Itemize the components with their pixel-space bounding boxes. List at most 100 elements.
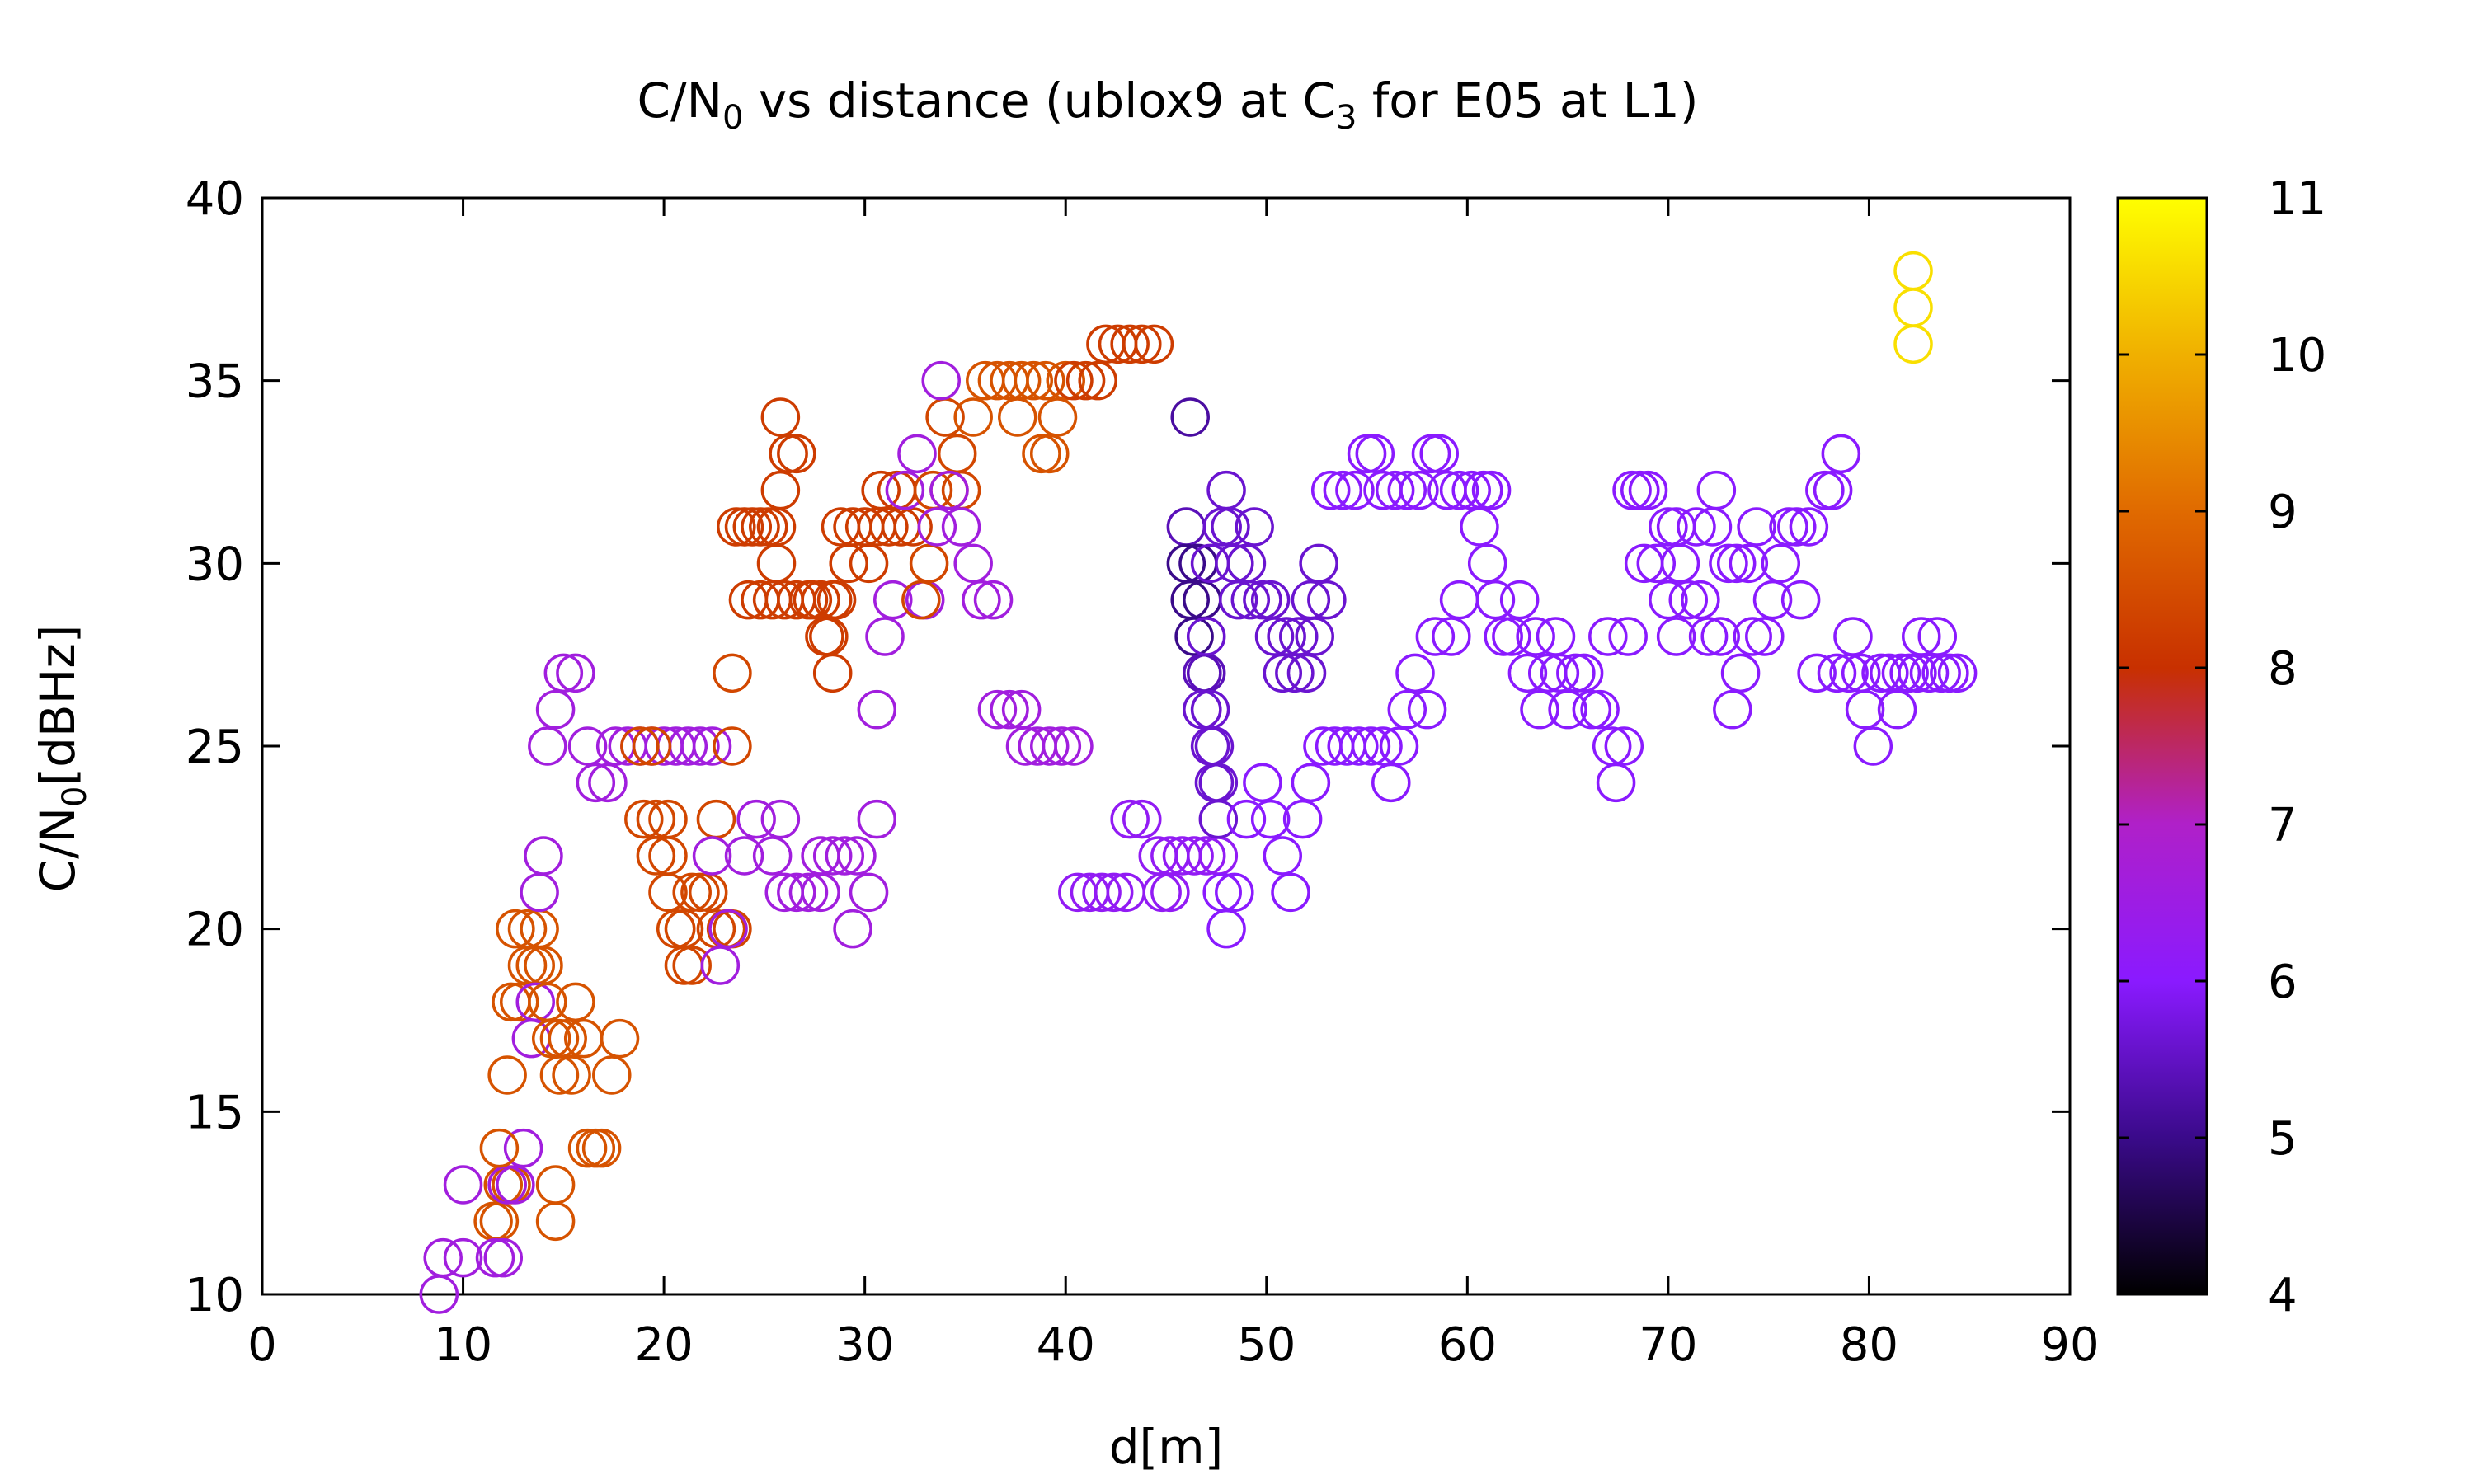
- x-tick-label: 30: [835, 1318, 894, 1372]
- data-point: [648, 872, 688, 913]
- data-point: [1226, 799, 1267, 839]
- data-point: [552, 1055, 591, 1095]
- data-point: [1094, 872, 1134, 913]
- data-point: [1371, 763, 1411, 803]
- data-point: [1335, 470, 1375, 510]
- data-point: [1921, 653, 1961, 693]
- data-point: [500, 982, 539, 1022]
- data-point: [632, 726, 672, 766]
- data-point: [1186, 836, 1226, 876]
- data-point: [1516, 617, 1555, 656]
- data-point: [777, 434, 816, 474]
- data-point: [1026, 360, 1065, 401]
- data-point: [1564, 653, 1604, 693]
- data-point: [769, 434, 808, 474]
- data-point: [1909, 653, 1950, 693]
- data-point: [1780, 580, 1821, 620]
- data-point: [1230, 580, 1271, 620]
- data-point: [1379, 726, 1419, 766]
- data-point: [1893, 288, 1933, 327]
- data-point: [688, 872, 728, 913]
- data-point: [1014, 360, 1054, 401]
- data-point: [1439, 580, 1479, 620]
- data-point: [1110, 799, 1150, 839]
- data-point: [760, 397, 801, 437]
- data-point: [1419, 434, 1459, 474]
- data-point: [777, 872, 816, 913]
- data-point: [717, 507, 756, 547]
- data-point: [1339, 726, 1379, 766]
- data-point: [1540, 653, 1580, 693]
- x-tick-label: 0: [247, 1318, 277, 1372]
- plot-frame: [261, 196, 2072, 1296]
- colorbar-tick-label: 6: [2268, 956, 2298, 1009]
- data-point: [680, 872, 720, 913]
- data-point: [507, 946, 548, 985]
- data-point: [1082, 872, 1122, 913]
- data-point: [1797, 653, 1837, 693]
- data-point: [857, 799, 897, 839]
- data-point: [1813, 470, 1853, 510]
- data-point: [636, 836, 676, 876]
- y-tick-label: 20: [186, 904, 244, 957]
- data-point: [567, 1128, 608, 1168]
- x-tick-label: 20: [634, 1318, 693, 1372]
- colorbar-tick-label: 5: [2268, 1112, 2298, 1166]
- data-point: [869, 507, 909, 547]
- x-axis-label: d[m]: [1109, 1419, 1224, 1475]
- data-point: [692, 726, 732, 766]
- data-point: [1471, 470, 1512, 510]
- data-point: [953, 543, 993, 584]
- data-point: [1777, 507, 1817, 547]
- data-point: [1893, 251, 1933, 291]
- data-point: [893, 507, 933, 547]
- data-point: [664, 946, 704, 985]
- data-point: [1451, 470, 1491, 510]
- data-point: [1254, 617, 1295, 656]
- data-point: [1122, 799, 1162, 839]
- data-point: [713, 653, 752, 693]
- data-point: [1387, 470, 1427, 510]
- y-tick-label: 15: [186, 1086, 244, 1139]
- y-axis-label: C/N0[dBHz]: [30, 625, 94, 893]
- data-point: [443, 1165, 483, 1205]
- data-point: [1769, 507, 1808, 547]
- data-point: [756, 543, 797, 584]
- data-point: [1347, 434, 1387, 474]
- data-point: [812, 836, 853, 876]
- data-point: [1656, 617, 1696, 656]
- data-point: [1054, 360, 1094, 401]
- data-point: [496, 909, 535, 949]
- data-point: [1186, 617, 1226, 656]
- data-point: [977, 689, 1018, 730]
- data-point: [1889, 653, 1929, 693]
- data-point: [816, 580, 857, 620]
- colorbar-tick-label: 11: [2268, 172, 2326, 226]
- data-point: [1355, 434, 1395, 474]
- data-point: [524, 836, 563, 876]
- data-point: [760, 470, 801, 510]
- colorbar-tick-label: 10: [2268, 329, 2326, 383]
- data-point: [1817, 653, 1857, 693]
- data-point: [1713, 689, 1752, 730]
- x-tick-label: 70: [1639, 1318, 1697, 1372]
- data-point: [1206, 909, 1246, 949]
- data-point: [1174, 836, 1214, 876]
- data-point: [1649, 507, 1688, 547]
- y-tick-label: 25: [186, 721, 244, 774]
- data-point: [1029, 726, 1070, 766]
- data-point: [672, 946, 712, 985]
- data-point: [909, 543, 949, 584]
- data-point: [1190, 689, 1230, 730]
- x-tick-label: 50: [1237, 1318, 1296, 1372]
- data-point: [713, 726, 752, 766]
- data-point: [600, 1018, 640, 1059]
- data-point: [1387, 689, 1427, 730]
- data-point: [1729, 543, 1769, 584]
- data-point: [581, 1128, 622, 1168]
- data-point: [1930, 653, 1969, 693]
- data-point: [1677, 507, 1716, 547]
- data-point: [1845, 689, 1885, 730]
- data-point: [998, 397, 1037, 437]
- data-point: [487, 1165, 527, 1205]
